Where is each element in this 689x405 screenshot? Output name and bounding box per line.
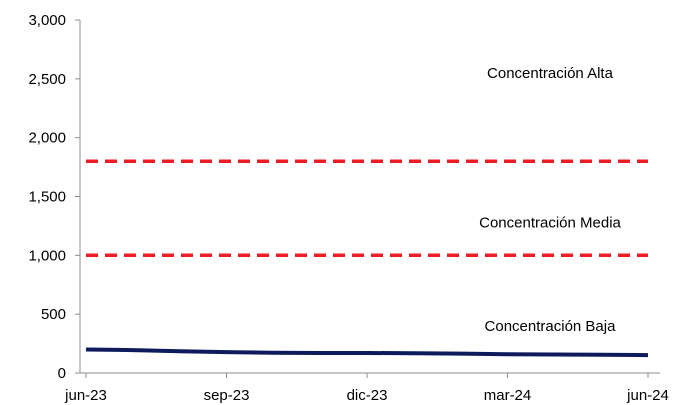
x-tick-label: mar-24 (484, 387, 532, 404)
y-tick-label: 2,000 (28, 130, 66, 147)
y-tick-label: 1,000 (28, 247, 66, 264)
y-ticks: 0 500 1,000 1,500 2,000 2,500 3,000 (28, 12, 80, 382)
y-tick-label: 1,500 (28, 189, 66, 206)
annotation-label: Concentración Baja (485, 318, 617, 335)
x-tick-label: dic-23 (347, 387, 388, 404)
x-tick-label: jun-24 (626, 387, 669, 404)
x-ticks: jun-23 sep-23 dic-23 mar-24 jun-24 (64, 373, 669, 404)
y-tick-label: 2,500 (28, 71, 66, 88)
y-tick-label: 500 (41, 306, 66, 323)
x-tick-label: sep-23 (204, 387, 250, 404)
series-group (85, 159, 649, 358)
series-line-0 (85, 347, 649, 358)
y-tick-label: 0 (58, 365, 66, 382)
annotations: Concentración Alta Concentración Media Con… (479, 65, 621, 335)
annotation-label: Concentración Alta (487, 65, 614, 82)
x-tick-label: jun-23 (64, 387, 107, 404)
annotation-label: Concentración Media (479, 214, 621, 231)
y-tick-label: 3,000 (28, 12, 66, 29)
